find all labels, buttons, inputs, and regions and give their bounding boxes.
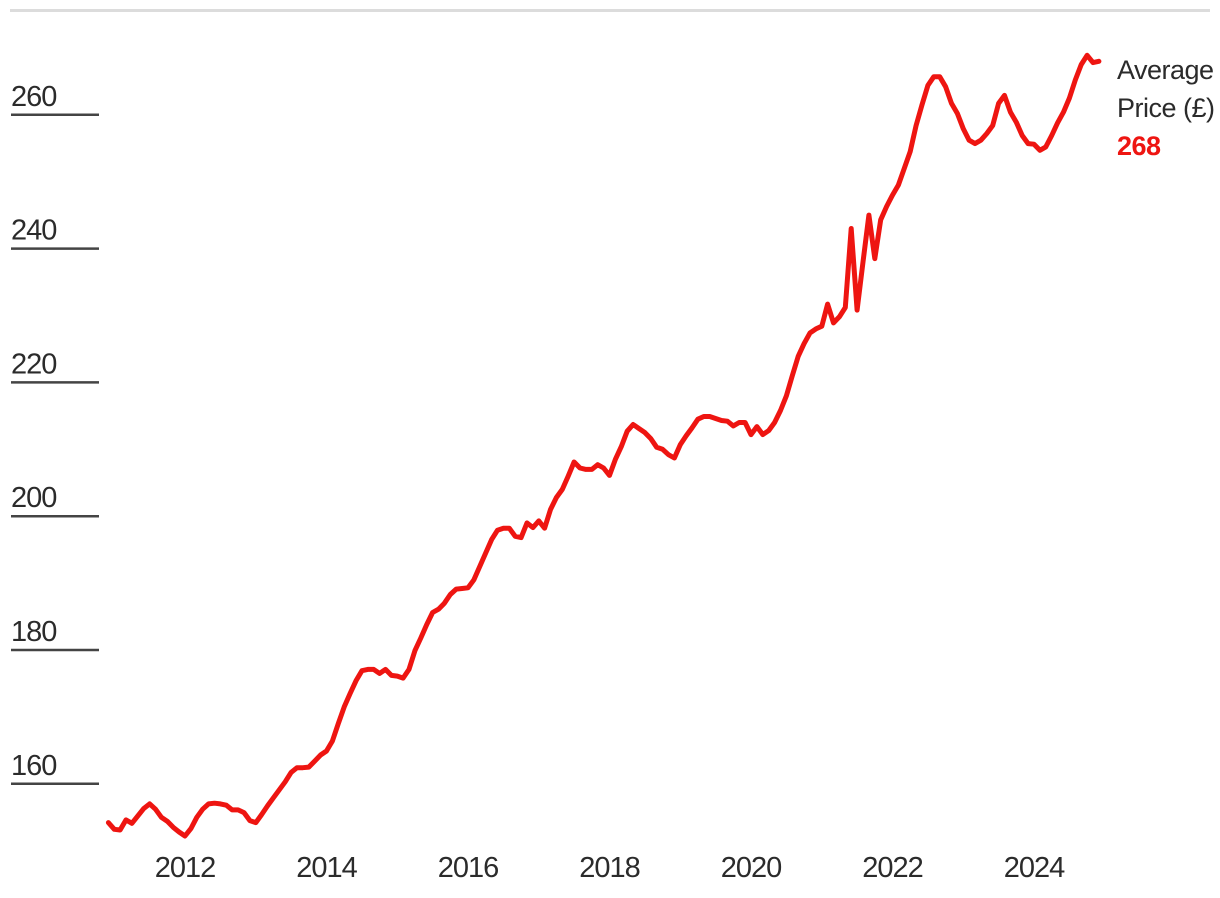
legend-label-line1: Average bbox=[1117, 55, 1214, 85]
y-tick-label: 180 bbox=[11, 616, 56, 648]
y-tick-label: 160 bbox=[11, 750, 56, 782]
x-tick-label: 2020 bbox=[721, 852, 782, 884]
legend: Average Price (£) 268 bbox=[1117, 51, 1215, 165]
top-rule bbox=[10, 9, 1210, 12]
y-tick-label: 200 bbox=[11, 482, 56, 514]
price-line bbox=[105, 52, 1102, 839]
x-tick-label: 2018 bbox=[579, 852, 640, 884]
x-tick-label: 2014 bbox=[296, 852, 357, 884]
y-axis: 160 180 200 220 240 260 bbox=[11, 81, 99, 786]
x-tick-label: 2022 bbox=[862, 852, 923, 884]
legend-label-line2: Price (£) bbox=[1117, 93, 1215, 123]
legend-value: 268 bbox=[1117, 131, 1161, 161]
y-tick-label: 260 bbox=[11, 81, 56, 113]
x-tick-label: 2012 bbox=[155, 852, 216, 884]
x-tick-label: 2016 bbox=[438, 852, 499, 884]
y-tick-label: 240 bbox=[11, 215, 56, 247]
x-axis: 2012 2014 2016 2018 2020 2022 2024 bbox=[155, 852, 1066, 884]
y-tick-label: 220 bbox=[11, 348, 56, 380]
x-tick-label: 2024 bbox=[1004, 852, 1065, 884]
